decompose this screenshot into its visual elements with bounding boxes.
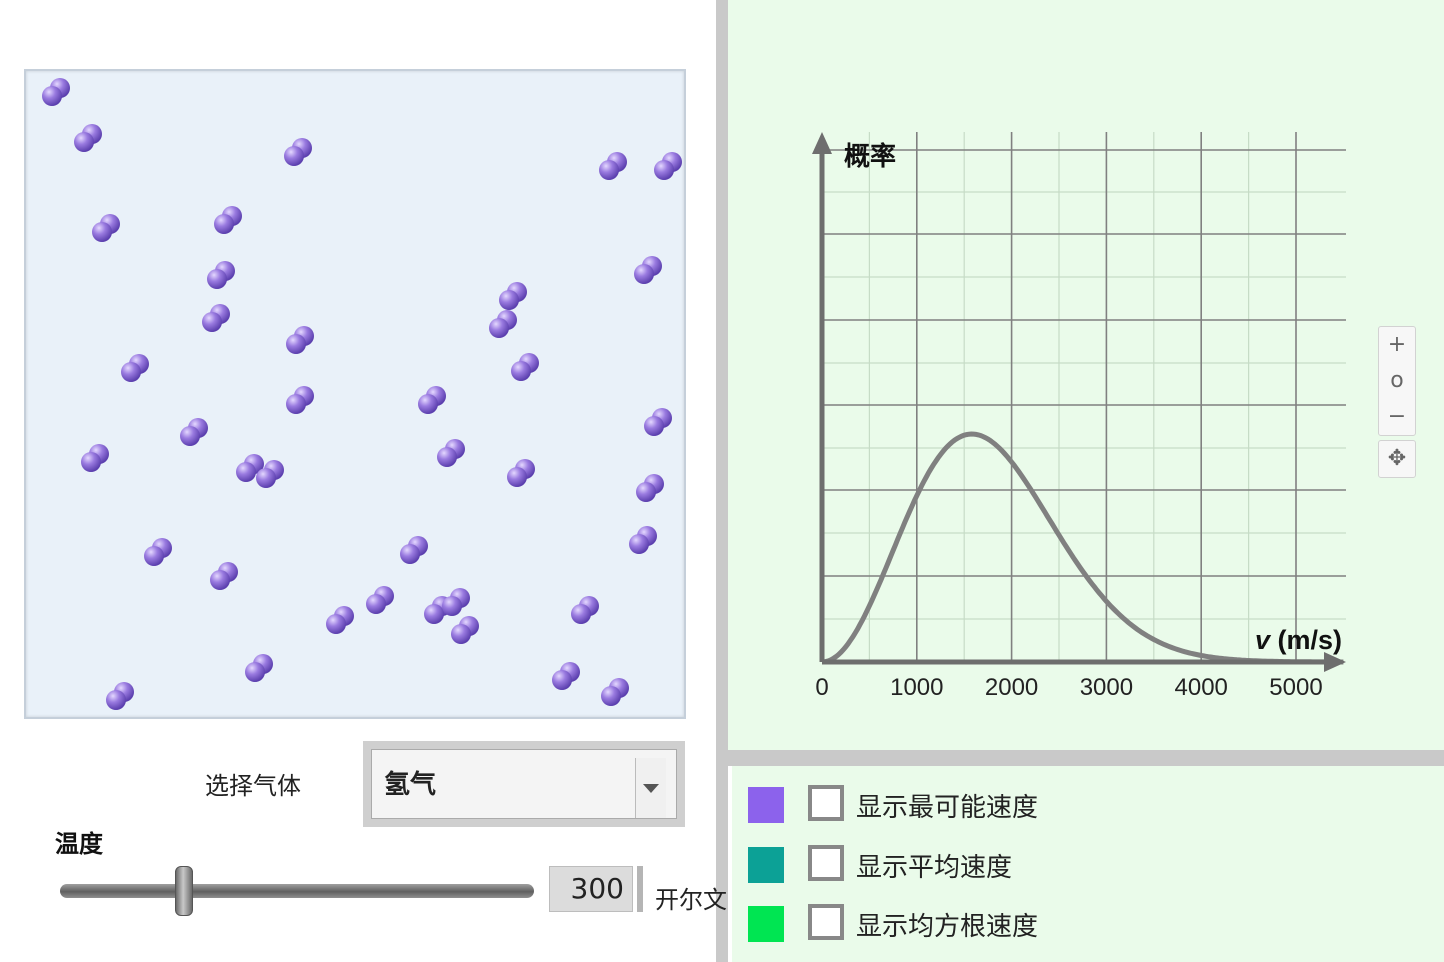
molecule: [636, 474, 664, 502]
x-axis-var: v: [1255, 625, 1272, 655]
x-tick-label: 0: [815, 674, 828, 701]
molecule: [499, 282, 527, 310]
molecule: [202, 304, 230, 332]
chevron-down-icon: [643, 784, 659, 793]
gas-container: [24, 69, 686, 719]
x-tick-label: 1000: [890, 674, 943, 701]
gas-select-label: 选择气体: [205, 772, 301, 800]
vertical-divider[interactable]: [716, 0, 728, 962]
graph-panel: [728, 0, 1444, 750]
molecule: [81, 444, 109, 472]
molecule: [121, 354, 149, 382]
x-axis-label: v (m/s): [1255, 625, 1342, 655]
molecule: [511, 353, 539, 381]
horizontal-divider[interactable]: [728, 750, 1444, 766]
temperature-field-edge: [637, 866, 643, 912]
molecule: [629, 526, 657, 554]
molecule: [552, 662, 580, 690]
grid-major: [822, 132, 1346, 662]
most-probable-label: 显示最可能速度: [856, 793, 1039, 823]
molecule: [654, 152, 682, 180]
axes: [812, 132, 1346, 672]
molecule: [92, 214, 120, 242]
gas-select-dropdown[interactable]: 氢气: [363, 741, 685, 827]
x-tick-label: 4000: [1175, 674, 1228, 701]
molecule: [418, 386, 446, 414]
molecule: [437, 439, 465, 467]
rms-checkbox[interactable]: [808, 904, 844, 940]
x-tick-label: 2000: [985, 674, 1038, 701]
rms-label: 显示均方根速度: [856, 912, 1039, 942]
zoom-out-button[interactable]: −: [1387, 404, 1407, 429]
molecule: [400, 536, 428, 564]
molecule: [644, 408, 672, 436]
temperature-slider-track[interactable]: [60, 884, 534, 898]
temperature-unit: 开尔文: [655, 886, 727, 914]
molecule: [366, 586, 394, 614]
most-probable-color-swatch: [748, 787, 784, 823]
molecule: [210, 562, 238, 590]
x-axis-unit: (m/s): [1270, 625, 1342, 655]
molecules-layer: [42, 78, 682, 710]
molecule: [601, 678, 629, 706]
legend-panel: [732, 766, 1444, 962]
most-probable-checkbox[interactable]: [808, 785, 844, 821]
molecule: [144, 538, 172, 566]
y-axis-arrow: [812, 132, 832, 154]
molecule: [286, 326, 314, 354]
molecule: [256, 460, 284, 488]
molecule: [442, 588, 470, 616]
molecule: [106, 682, 134, 710]
zoom-controls: + o −: [1378, 326, 1416, 436]
molecule: [634, 256, 662, 284]
molecule: [42, 78, 70, 106]
molecule: [286, 386, 314, 414]
gas-select-field[interactable]: 氢气: [371, 749, 677, 819]
molecule: [207, 261, 235, 289]
molecule: [326, 606, 354, 634]
grid-minor: [822, 132, 1346, 662]
temperature-value-field[interactable]: 300: [549, 866, 633, 912]
zoom-reset-button[interactable]: o: [1390, 368, 1404, 393]
temperature-label: 温度: [55, 830, 103, 858]
average-checkbox[interactable]: [808, 845, 844, 881]
molecule: [451, 616, 479, 644]
molecule: [489, 310, 517, 338]
molecule: [507, 459, 535, 487]
molecule: [599, 152, 627, 180]
molecule: [571, 596, 599, 624]
molecule: [284, 138, 312, 166]
x-axis-arrow: [1324, 652, 1346, 672]
y-axis-label: 概率: [844, 141, 896, 171]
x-tick-labels: 0 1000 2000 3000 4000 5000: [815, 674, 1322, 701]
average-color-swatch: [748, 847, 784, 883]
x-tick-label: 5000: [1269, 674, 1322, 701]
rms-color-swatch: [748, 906, 784, 942]
x-tick-label: 3000: [1080, 674, 1133, 701]
speed-distribution-chart[interactable]: 0 1000 2000 3000 4000 5000 概率 v (m/s): [728, 0, 1444, 750]
gas-select-value: 氢气: [384, 770, 437, 800]
molecule: [214, 206, 242, 234]
pan-button[interactable]: ✥: [1378, 440, 1416, 478]
zoom-in-button[interactable]: +: [1387, 332, 1407, 357]
temperature-slider-thumb[interactable]: [175, 866, 194, 916]
average-label: 显示平均速度: [856, 853, 1013, 883]
dropdown-button[interactable]: [635, 758, 666, 818]
molecule: [236, 454, 264, 482]
molecule: [180, 418, 208, 446]
molecule: [245, 654, 273, 682]
molecule: [74, 124, 102, 152]
